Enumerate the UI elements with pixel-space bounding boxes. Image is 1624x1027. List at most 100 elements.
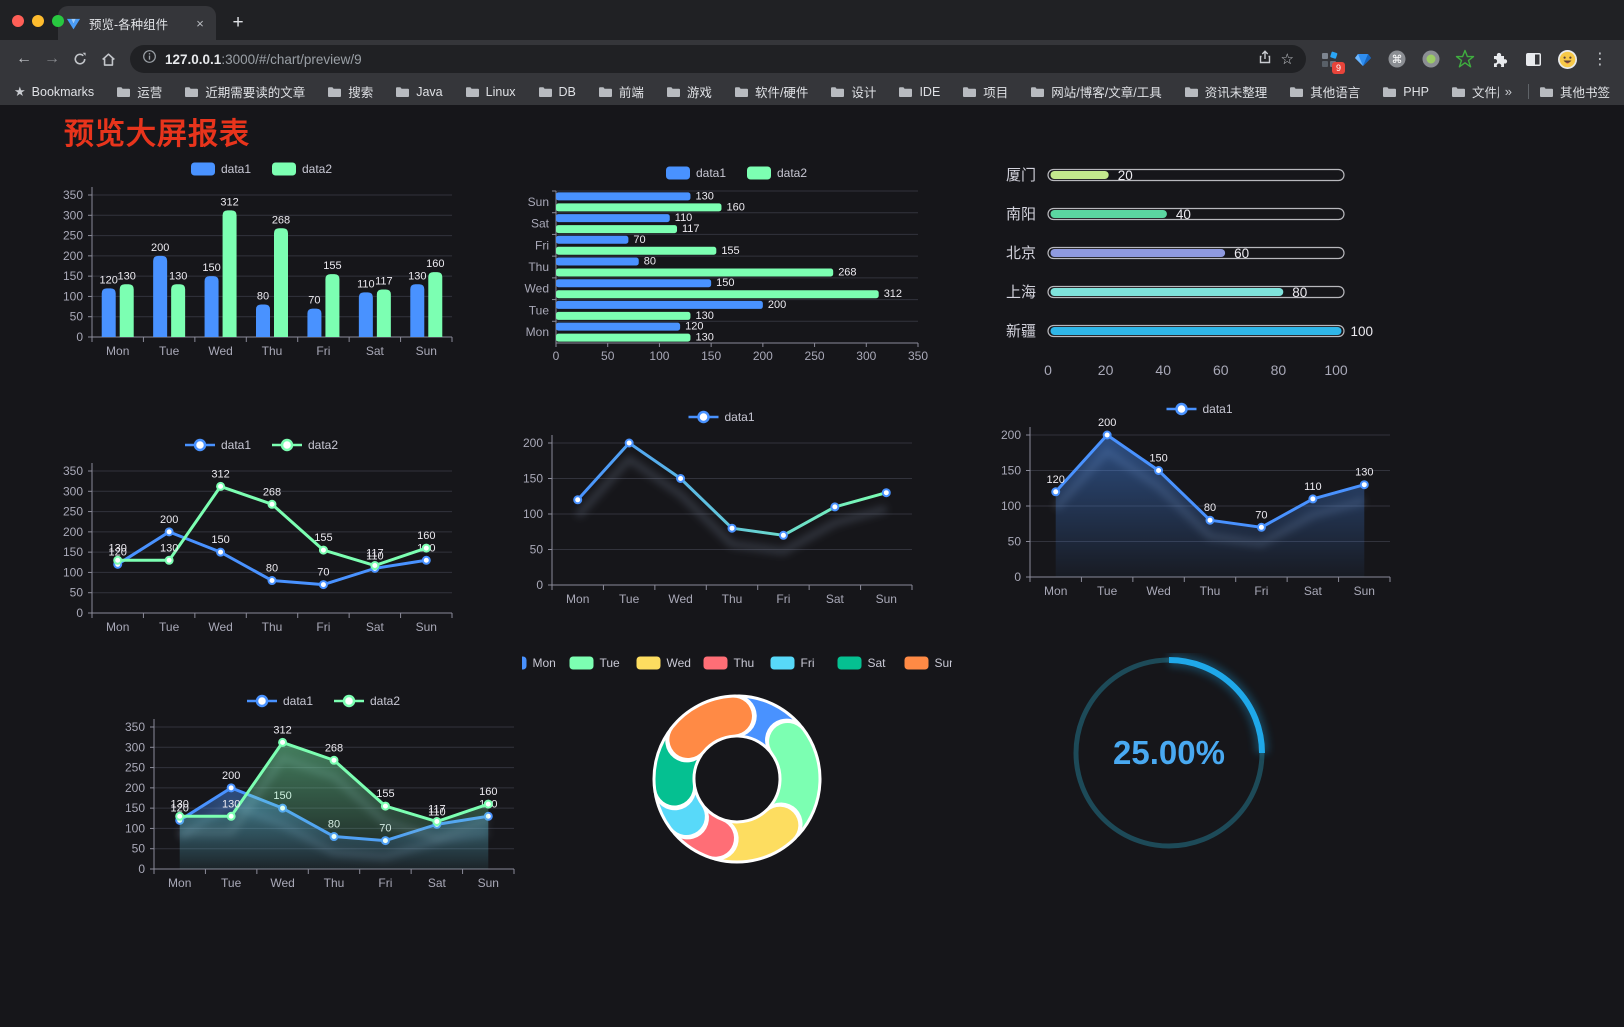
svg-text:Sat: Sat (826, 592, 845, 606)
bookmark-folder-label: DB (558, 84, 576, 99)
donut-pie-chart: Mon Tue Wed Thu Fri Sat Sun (522, 656, 952, 864)
bookmark-folder[interactable]: 近期需要读的文章 (184, 82, 305, 101)
svg-text:80: 80 (1271, 362, 1287, 378)
svg-text:Tue: Tue (529, 303, 550, 317)
svg-text:Tue: Tue (159, 620, 180, 634)
page-content: 预览大屏报表 0 50 100 150 200 250 300 350 Mon Tue Wed Thu… (0, 105, 1624, 1027)
bookmark-folder[interactable]: 软件/硬件 (734, 82, 808, 101)
url-text[interactable]: 127.0.0.1:3000/#/chart/preview/9 (165, 52, 1249, 67)
svg-text:250: 250 (63, 505, 83, 519)
reload-button[interactable] (66, 45, 94, 73)
svg-text:0: 0 (138, 862, 145, 876)
svg-text:150: 150 (125, 801, 145, 815)
svg-text:Tue: Tue (619, 592, 640, 606)
profile-emoji-icon[interactable] (1556, 48, 1578, 70)
svg-text:Sat: Sat (366, 344, 385, 358)
share-icon[interactable] (1257, 49, 1273, 70)
bookmark-folder[interactable]: 网站/博客/文章/工具 (1030, 82, 1162, 101)
close-window-button[interactable] (12, 15, 24, 27)
bookmark-folder[interactable]: 其他语言 (1289, 82, 1360, 101)
gradient-line-chart: 0 50 100 150 200 Mon Tue Wed Thu Fri Sat Sun data1 (523, 410, 913, 606)
svg-text:130: 130 (695, 332, 713, 344)
bookmark-folder[interactable]: 游戏 (666, 82, 712, 101)
forward-button[interactable]: → (44, 50, 60, 67)
extension-badge: 9 (1332, 62, 1345, 74)
svg-text:120: 120 (109, 546, 127, 558)
tab-close-icon[interactable]: × (196, 15, 204, 31)
svg-text:130: 130 (222, 798, 240, 810)
bookmark-folder[interactable]: 文件服务器 (1451, 82, 1499, 101)
svg-text:100: 100 (125, 821, 145, 835)
bookmark-folder[interactable]: 资讯未整理 (1184, 82, 1267, 101)
bookmark-folder[interactable]: 前端 (598, 82, 644, 101)
bookmark-folder[interactable]: Linux (465, 85, 516, 99)
bookmark-folder[interactable]: 运营 (116, 82, 162, 101)
svg-text:80: 80 (1292, 285, 1307, 300)
bookmark-folder[interactable]: DB (538, 85, 576, 99)
svg-text:data2: data2 (308, 438, 338, 452)
svg-text:300: 300 (856, 349, 876, 363)
svg-text:Fri: Fri (378, 876, 392, 890)
tab-title: 预览-各种组件 (89, 17, 169, 32)
browser-tab[interactable]: 预览-各种组件 × (58, 6, 216, 40)
bookmarks-root[interactable]: ★ Bookmarks (14, 84, 94, 100)
new-tab-button[interactable]: + (232, 12, 244, 33)
svg-text:Thu: Thu (324, 876, 345, 890)
svg-text:Sun: Sun (528, 195, 549, 209)
svg-text:200: 200 (1098, 417, 1116, 429)
svg-text:300: 300 (63, 208, 83, 222)
bookmark-star-icon[interactable]: ☆ (1280, 51, 1294, 68)
page-title: 预览大屏报表 (64, 118, 250, 151)
traffic-lights (12, 15, 64, 27)
svg-text:Fri: Fri (1254, 584, 1268, 598)
bookmarks-overflow-chevron[interactable]: » (1504, 84, 1512, 99)
svg-text:Fri: Fri (316, 620, 330, 634)
folder-icon (666, 86, 680, 97)
extension-grid-icon[interactable]: 9 (1318, 48, 1345, 74)
zoom-window-button[interactable] (52, 15, 64, 27)
svg-text:70: 70 (1255, 509, 1267, 521)
address-bar[interactable]: 127.0.0.1:3000/#/chart/preview/9 ☆ (130, 45, 1306, 73)
bookmark-folder[interactable]: PHP (1382, 85, 1429, 99)
svg-text:Tue: Tue (159, 344, 180, 358)
svg-text:Mon: Mon (168, 876, 191, 890)
bookmark-folder[interactable]: 设计 (830, 82, 876, 101)
folder-icon (831, 86, 845, 97)
svg-text:25.00%: 25.00% (1113, 734, 1225, 771)
folder-icon (963, 86, 977, 97)
home-button[interactable] (94, 45, 122, 73)
svg-text:0: 0 (1044, 362, 1052, 378)
extension-record-icon[interactable] (1420, 48, 1442, 70)
svg-text:268: 268 (838, 267, 856, 279)
svg-text:Fri: Fri (535, 238, 549, 252)
svg-text:130: 130 (695, 310, 713, 322)
other-bookmarks-folder[interactable]: 其他书签 (1539, 82, 1610, 101)
svg-text:160: 160 (417, 530, 435, 542)
side-panel-icon[interactable] (1522, 48, 1544, 70)
svg-text:100: 100 (63, 565, 83, 579)
folder-icon (598, 86, 612, 97)
extensions-puzzle-icon[interactable] (1488, 48, 1510, 70)
svg-text:50: 50 (1008, 535, 1022, 549)
grouped-bar-chart: 0 50 100 150 200 250 300 350 Mon Tue Wed Thu Fri Sat S… (63, 162, 453, 358)
svg-text:Sat: Sat (428, 876, 447, 890)
browser-toolbar: ← → 127.0.0.1:3000/#/chart/preview/9 ☆ 9… (0, 40, 1624, 78)
site-info-icon[interactable] (142, 49, 157, 69)
bookmark-folder[interactable]: Java (395, 85, 443, 99)
bookmark-folder[interactable]: IDE (898, 85, 940, 99)
svg-text:130: 130 (160, 542, 178, 554)
extension-gem-icon[interactable] (1352, 48, 1374, 70)
svg-text:50: 50 (132, 842, 146, 856)
browser-menu-icon[interactable]: ⋮ (1592, 51, 1608, 68)
bookmark-folder[interactable]: 项目 (962, 82, 1008, 101)
svg-text:厦门: 厦门 (1006, 167, 1036, 184)
extension-green-star-icon[interactable] (1454, 48, 1476, 70)
back-button[interactable]: ← (16, 50, 32, 67)
minimize-window-button[interactable] (32, 15, 44, 27)
svg-text:100: 100 (63, 289, 83, 303)
bookmark-folder[interactable]: 搜索 (327, 82, 373, 101)
svg-text:Mon: Mon (526, 325, 549, 339)
extension-command-icon[interactable]: ⌘ (1386, 48, 1408, 70)
svg-text:Wed: Wed (668, 592, 692, 606)
svg-text:250: 250 (125, 761, 145, 775)
